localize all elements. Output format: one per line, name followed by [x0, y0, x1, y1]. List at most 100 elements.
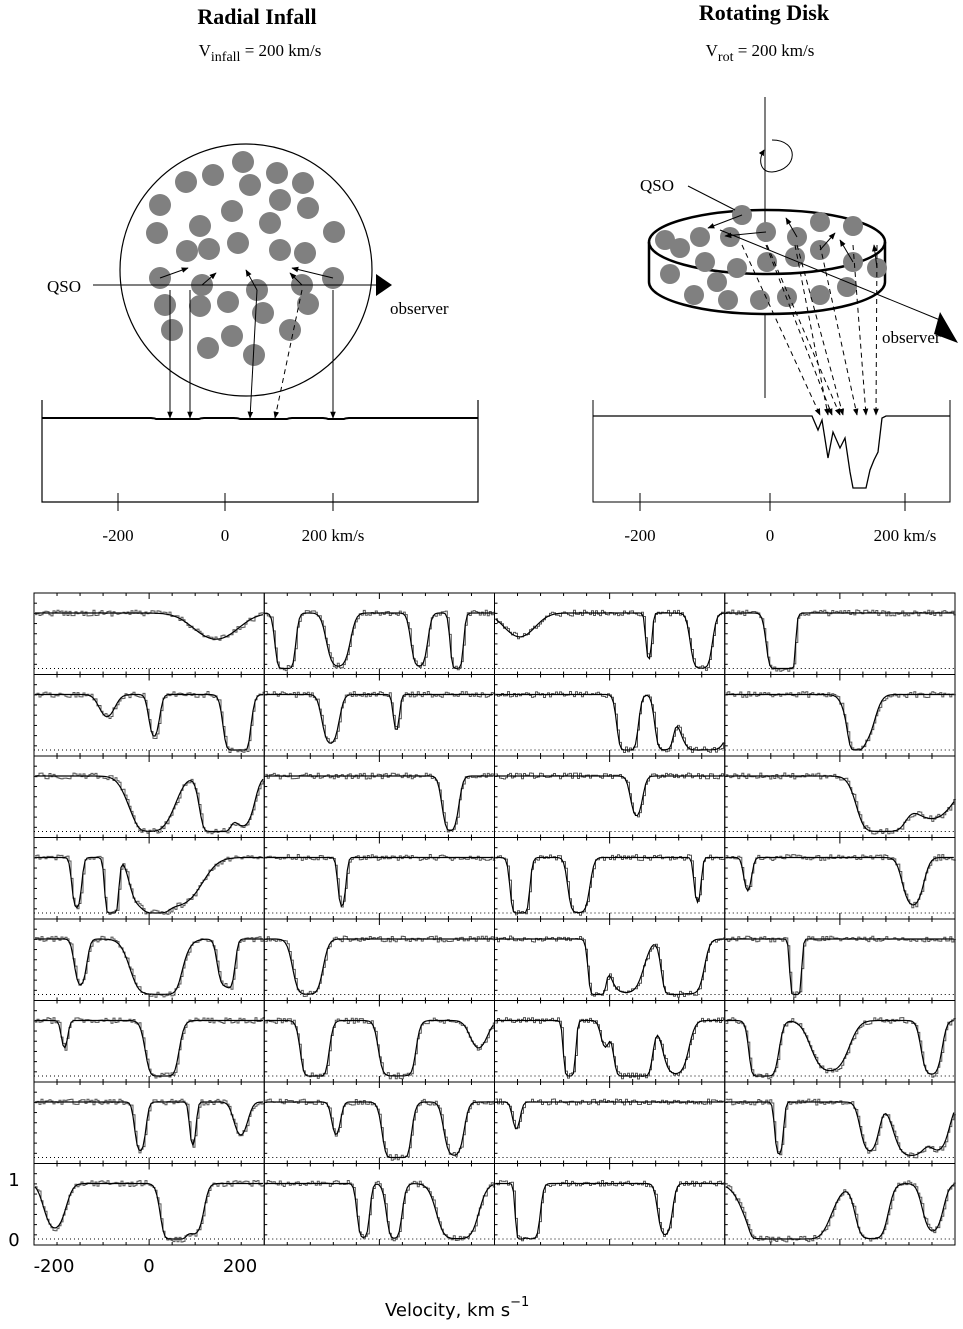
- model-fit: [35, 856, 263, 914]
- panel-frame: [33, 592, 265, 675]
- left-qso-label: QSO: [47, 277, 81, 296]
- arrowhead: [934, 312, 958, 343]
- cloud: [655, 230, 675, 250]
- panel-frame: [724, 755, 956, 838]
- motion-arrow: [291, 266, 334, 279]
- model-fit: [495, 938, 724, 996]
- observed-spectrum: [725, 609, 956, 672]
- projection-arrow: [796, 244, 845, 416]
- observed-spectrum: [495, 772, 726, 818]
- motion-arrow: [819, 232, 836, 251]
- panel-frame: [724, 918, 956, 1001]
- observed-spectrum: [35, 1098, 265, 1154]
- model-fit: [495, 1019, 724, 1077]
- panel-frame: [263, 918, 495, 1001]
- motion-arrow: [289, 272, 303, 286]
- spectrum-frame: [592, 400, 951, 503]
- model-fit: [725, 612, 954, 670]
- model-fit: [495, 693, 725, 751]
- cloud: [119, 143, 373, 397]
- model-fit: [265, 693, 494, 744]
- observed-spectrum: [725, 1098, 956, 1159]
- cloud: [197, 337, 219, 359]
- cloud: [221, 325, 243, 347]
- observed-spectrum: [725, 772, 956, 835]
- cloud: [777, 287, 797, 307]
- panel-frame: [724, 674, 956, 757]
- projection-arrow: [794, 244, 830, 416]
- cloud: [297, 197, 319, 219]
- cloud: [785, 247, 805, 267]
- model-fit: [35, 938, 263, 995]
- spectrum-frame: [41, 400, 479, 503]
- cloud: [684, 285, 704, 305]
- cloud: [269, 239, 291, 261]
- model-fit: [265, 612, 494, 670]
- cloud: [198, 238, 220, 260]
- observed-spectrum: [495, 1180, 726, 1242]
- panel-frame: [263, 837, 495, 920]
- cloud: [810, 212, 830, 232]
- x-tick-label: -200: [34, 1256, 75, 1277]
- sightline: [719, 229, 941, 321]
- model-fit: [495, 612, 724, 669]
- cloud: [670, 238, 690, 258]
- motion-arrow: [159, 267, 189, 279]
- spectrum: [42, 417, 478, 420]
- model-fit: [725, 1019, 954, 1077]
- model-fit: [725, 775, 955, 833]
- observed-spectrum: [495, 1017, 726, 1080]
- cloud: [176, 240, 198, 262]
- model-fit: [495, 856, 724, 914]
- panel-frame: [33, 918, 265, 1001]
- axis-label: 0: [221, 526, 230, 545]
- model-fit: [495, 1101, 724, 1130]
- qso-pointer: [687, 185, 736, 211]
- panel-frame: [263, 674, 495, 757]
- motion-arrow: [785, 217, 798, 238]
- cloud: [149, 194, 171, 216]
- observed-spectrum: [265, 935, 496, 997]
- panel-frame: [724, 837, 956, 920]
- observed-spectrum: [265, 772, 496, 833]
- motion-arrow: [839, 239, 854, 263]
- model-fit: [725, 856, 954, 906]
- spectrum: [593, 415, 950, 489]
- observed-spectrum: [35, 1180, 265, 1243]
- rotation-arrow: [758, 139, 793, 173]
- model-fit: [265, 1101, 494, 1159]
- observed-spectrum: [265, 691, 496, 744]
- model-fit: [265, 775, 494, 832]
- cloud: [810, 285, 830, 305]
- cloud: [297, 293, 319, 315]
- cloud: [146, 222, 168, 244]
- cloud: [695, 252, 715, 272]
- right-subtitle: Vrot = 200 km/s: [706, 41, 815, 65]
- observed-spectrum: [725, 1180, 956, 1243]
- motion-arrow: [724, 231, 767, 239]
- observed-spectrum: [495, 1098, 726, 1130]
- arrowhead: [376, 274, 392, 296]
- left-observer-label: observer: [390, 299, 449, 318]
- cloud: [837, 277, 857, 297]
- cloud: [202, 164, 224, 186]
- panel-frame: [33, 837, 265, 920]
- model-fit: [35, 1019, 263, 1077]
- cloud: [279, 319, 301, 341]
- model-fit: [495, 1182, 724, 1240]
- observed-spectrum: [725, 935, 956, 998]
- disk-diagram: -200 0 200 km/s: [592, 97, 958, 545]
- motion-arrow: [707, 214, 743, 229]
- observed-spectrum: [35, 609, 265, 641]
- cloud: [292, 172, 314, 194]
- axis-label: 200 km/s: [874, 526, 937, 545]
- cloud: [718, 290, 738, 310]
- left-title: Radial Infall: [197, 4, 316, 29]
- cloud: [154, 294, 176, 316]
- axis-label: 0: [766, 526, 775, 545]
- observed-spectrum: [265, 854, 496, 908]
- cloud: [189, 295, 211, 317]
- axis-label: 200 km/s: [302, 526, 365, 545]
- observed-spectrum: [495, 609, 726, 671]
